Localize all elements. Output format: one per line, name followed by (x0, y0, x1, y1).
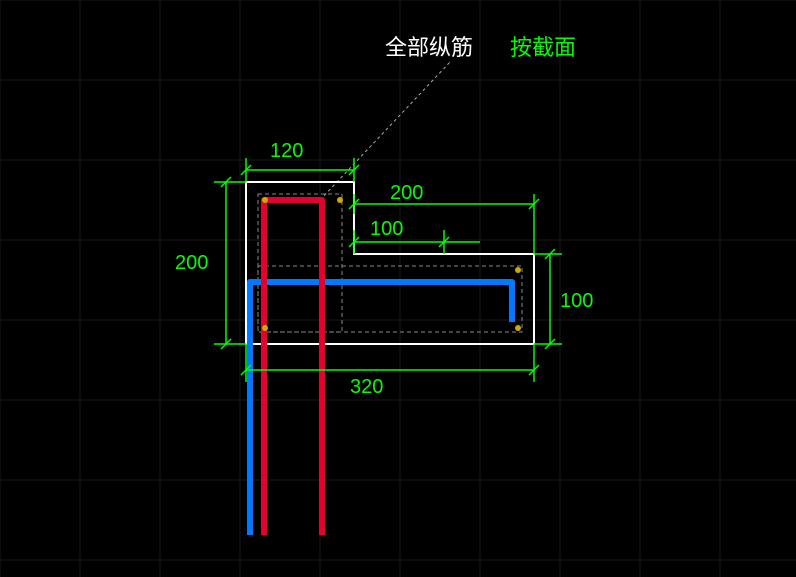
dim-200-h: 200 (390, 182, 423, 205)
dim-100-v: 100 (560, 290, 593, 313)
dim-120: 120 (270, 140, 303, 163)
leader-line (320, 62, 450, 200)
dim-320: 320 (350, 376, 383, 399)
stirrup-dashed-2 (258, 266, 522, 332)
title-left: 全部纵筋 (385, 30, 473, 62)
cad-canvas: 全部纵筋 按截面 120 200 100 200 100 320 (0, 0, 796, 577)
drawing-svg (0, 0, 796, 577)
dim-100-h: 100 (370, 218, 403, 241)
title-right: 按截面 (510, 30, 576, 62)
background-grid (0, 0, 796, 577)
stirrup-dashed-1 (258, 194, 342, 332)
dim-200-v: 200 (175, 252, 208, 275)
rebar-red (264, 200, 322, 535)
